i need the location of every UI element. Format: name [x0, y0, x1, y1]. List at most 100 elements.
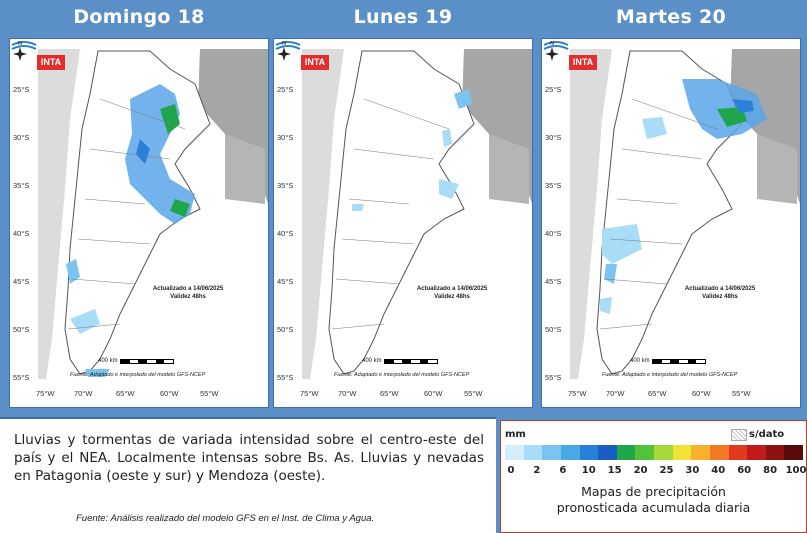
lat-label: 50°S: [277, 325, 294, 334]
lat-label: 45°S: [277, 277, 294, 286]
map-canvas: [542, 39, 800, 407]
scale-label: 400 km: [362, 358, 382, 364]
legend-swatch: [728, 445, 748, 460]
lat-label: 25°S: [545, 85, 562, 94]
scale-bar: [384, 359, 438, 364]
lat-label: 40°S: [277, 229, 294, 238]
map-canvas: [10, 39, 268, 407]
panel-title: Lunes 19: [353, 6, 453, 28]
legend-tick: 60: [737, 465, 752, 476]
update-note: Actualizado a 14/06/2025 Validez 48hs: [128, 285, 248, 301]
lat-label: 30°S: [277, 133, 294, 142]
legend-caption-line2: pronosticada acumulada diaria: [556, 500, 751, 515]
svg-text:N: N: [18, 41, 22, 47]
map-source: Fuente: Adaptado e interpolado del model…: [602, 372, 738, 378]
lon-label: 70°W: [338, 389, 357, 398]
panel-martes: Martes 20 INTA N 25°S 3: [541, 0, 801, 408]
legend-swatch: [579, 445, 599, 460]
institute-logo: [275, 41, 301, 50]
institute-logo: [11, 41, 37, 50]
scale-label: 400 km: [98, 358, 118, 364]
legend-caption-line1: Mapas de precipitación: [581, 484, 726, 499]
legend-tick: 20: [633, 465, 648, 476]
legend-swatch: [542, 445, 561, 460]
lat-label: 50°S: [545, 325, 562, 334]
lat-label: 45°S: [13, 277, 30, 286]
north-arrow-icon: N: [277, 41, 291, 61]
legend-swatch: [598, 445, 617, 460]
scale-bar: [120, 359, 174, 364]
legend-swatch: [784, 445, 803, 460]
update-date: Actualizado a 14/06/2025: [152, 286, 224, 292]
legend-swatch: [672, 445, 692, 460]
description-source: Fuente: Análisis realizado del modelo GF…: [76, 513, 375, 524]
lat-label: 40°S: [545, 229, 562, 238]
north-arrow-icon: N: [545, 41, 559, 61]
map-canvas: [274, 39, 532, 407]
lat-label: 55°S: [13, 373, 30, 382]
legend-tick: 30: [685, 465, 700, 476]
lat-label: 55°S: [545, 373, 562, 382]
legend-swatch: [560, 445, 580, 460]
inta-logo: INTA: [301, 55, 329, 70]
lon-label: 75°W: [568, 389, 587, 398]
panel-title: Martes 20: [615, 6, 727, 28]
panel-title: Domingo 18: [73, 6, 205, 28]
scale-label: 400 km: [630, 358, 650, 364]
map-source: Fuente: Adaptado e interpolado del model…: [70, 372, 206, 378]
map-source: Fuente: Adaptado e interpolado del model…: [334, 372, 470, 378]
nodata-swatch: [731, 429, 747, 441]
lon-label: 70°W: [606, 389, 625, 398]
lat-label: 45°S: [545, 277, 562, 286]
lat-label: 35°S: [545, 181, 562, 190]
legend-tick: 40: [711, 465, 726, 476]
legend-tick: 15: [607, 465, 622, 476]
update-date: Actualizado a 14/06/2025: [684, 286, 756, 292]
lon-label: 75°W: [300, 389, 319, 398]
lat-label: 35°S: [13, 181, 30, 190]
panel-lunes: Lunes 19 INTA N 25°S 30°S 35°S 40°S: [273, 0, 533, 408]
precipitation-legend: mm s/dato 0 2 6 10 15 20 25 30 40 60 80 100 Mapas d…: [500, 420, 807, 533]
legend-ticks: 0 2 6 10 15 20 25 30 40 60 80 100: [501, 465, 807, 477]
lon-label: 65°W: [648, 389, 667, 398]
legend-tick: 0: [507, 465, 515, 476]
institute-logo: [543, 41, 569, 50]
lat-label: 30°S: [13, 133, 30, 142]
lon-label: 55°W: [464, 389, 483, 398]
precipitation-map: INTA N 25°S 30°S 35°S 40°S 45°S 50°S 55°…: [273, 38, 533, 408]
svg-text:N: N: [282, 41, 286, 47]
legend-swatch: [709, 445, 729, 460]
lat-label: 35°S: [277, 181, 294, 190]
legend-tick: 25: [659, 465, 674, 476]
lon-label: 60°W: [424, 389, 443, 398]
legend-tick: 100: [785, 465, 807, 476]
legend-swatch: [523, 445, 543, 460]
legend-swatch: [654, 445, 673, 460]
inta-logo: INTA: [569, 55, 597, 70]
lon-label: 65°W: [380, 389, 399, 398]
lat-label: 30°S: [545, 133, 562, 142]
panel-domingo: Domingo 18 INTA: [9, 0, 269, 408]
legend-nodata-label: s/dato: [749, 429, 785, 440]
legend-color-scale: [505, 445, 803, 460]
lon-label: 60°W: [160, 389, 179, 398]
scale-bar: [652, 359, 706, 364]
lat-label: 25°S: [277, 85, 294, 94]
update-note: Actualizado a 14/06/2025 Validez 48hs: [392, 285, 512, 301]
legend-tick: 80: [763, 465, 778, 476]
lat-label: 50°S: [13, 325, 30, 334]
legend-tick: 6: [559, 465, 567, 476]
validity: Validez 48hs: [170, 294, 206, 300]
legend-tick: 10: [581, 465, 596, 476]
precipitation-map: INTA N 25°S 30°S 35°S 40°S 45°S 50°S 55°…: [9, 38, 269, 408]
svg-text:N: N: [550, 41, 554, 47]
lon-label: 70°W: [74, 389, 93, 398]
legend-swatch: [505, 445, 524, 460]
north-arrow-icon: N: [13, 41, 27, 61]
legend-tick: 2: [533, 465, 541, 476]
legend-unit: mm: [505, 429, 526, 440]
precipitation-map: INTA N 25°S 30°S 35°S 40°S 45°S 50°S 55°…: [541, 38, 801, 408]
legend-caption: Mapas de precipitación pronosticada acum…: [501, 484, 806, 516]
lon-label: 60°W: [692, 389, 711, 398]
lat-label: 55°S: [277, 373, 294, 382]
